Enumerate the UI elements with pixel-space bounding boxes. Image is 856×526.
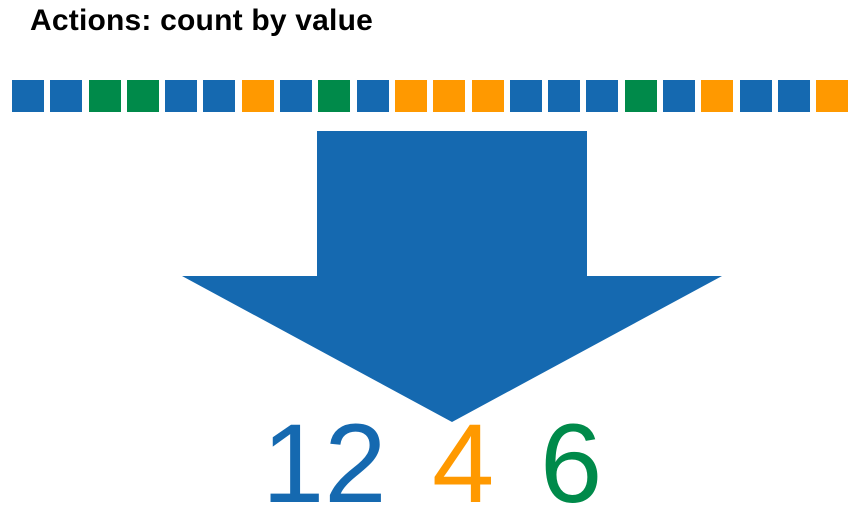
value-square-blue <box>548 80 581 112</box>
value-square-green <box>624 80 657 112</box>
action-values-strip <box>12 80 849 112</box>
value-square-orange <box>241 80 274 112</box>
value-square-orange <box>433 80 466 112</box>
count-orange: 4 <box>432 401 495 526</box>
value-square-blue <box>280 80 313 112</box>
value-square-orange <box>701 80 734 112</box>
value-square-blue <box>509 80 542 112</box>
value-square-green <box>318 80 351 112</box>
value-square-orange <box>394 80 427 112</box>
diagram-title: Actions: count by value <box>30 4 373 37</box>
value-square-orange <box>816 80 849 112</box>
value-square-orange <box>471 80 504 112</box>
value-square-green <box>88 80 121 112</box>
value-square-blue <box>356 80 389 112</box>
value-square-blue <box>50 80 83 112</box>
value-square-blue <box>203 80 236 112</box>
value-square-blue <box>739 80 772 112</box>
value-square-blue <box>777 80 810 112</box>
count-blue: 12 <box>262 401 387 526</box>
value-square-blue <box>586 80 619 112</box>
value-counts: 12 4 6 <box>0 408 856 520</box>
value-square-blue <box>663 80 696 112</box>
count-green: 6 <box>540 401 603 526</box>
value-square-blue <box>165 80 198 112</box>
value-square-green <box>126 80 159 112</box>
value-square-blue <box>12 80 44 112</box>
